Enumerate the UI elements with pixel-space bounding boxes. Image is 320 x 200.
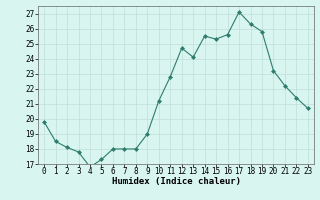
X-axis label: Humidex (Indice chaleur): Humidex (Indice chaleur): [111, 177, 241, 186]
